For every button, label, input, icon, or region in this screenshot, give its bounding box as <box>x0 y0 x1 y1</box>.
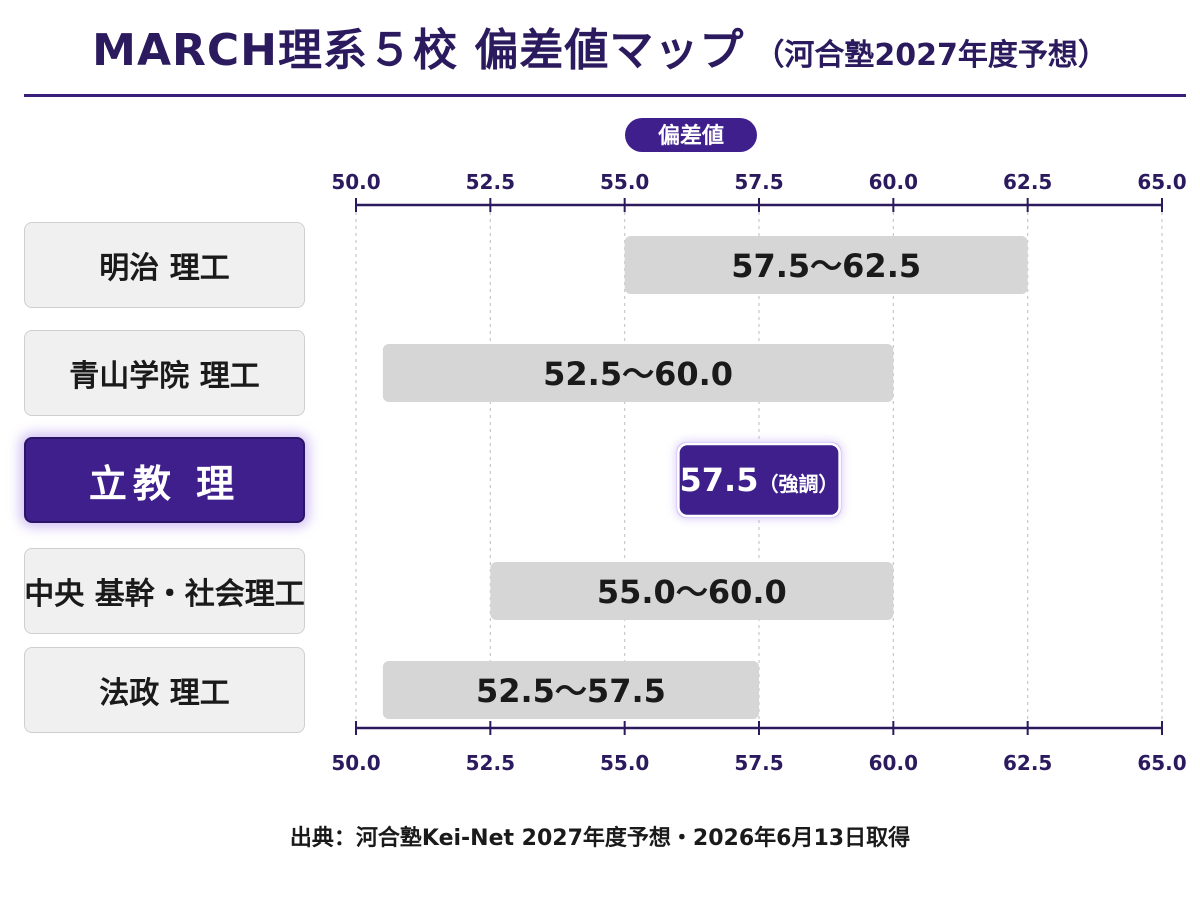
x-axis-title-pill <box>625 118 757 152</box>
bar-4 <box>382 661 759 719</box>
row-label-1: 青山学院 理工 <box>24 330 305 416</box>
x-axis-bottom-tick-label-2: 55.0 <box>600 751 649 775</box>
bar-label-0: 57.5～62.5 <box>731 247 921 285</box>
bar-label-2: 57.5（強調） <box>680 461 839 499</box>
bar-label-3: 55.0～60.0 <box>597 573 787 611</box>
bar-label-value-2: 57.5 <box>680 461 759 499</box>
bar-0 <box>624 236 1028 294</box>
x-axis-top-tick-label-1: 52.5 <box>466 170 515 194</box>
source-note: 出典：河合塾Kei-Net 2027年度予想・2026年6月13日取得 <box>289 826 911 851</box>
x-axis-bottom-tick-label-3: 57.5 <box>734 751 783 775</box>
title-divider <box>24 94 1186 97</box>
x-axis-bottom-tick-label-5: 62.5 <box>1003 751 1052 775</box>
x-axis-top-tick-label-5: 62.5 <box>1003 170 1052 194</box>
bar-1 <box>382 344 894 402</box>
bar-2 <box>677 442 841 518</box>
x-axis-top-tick-label-0: 50.0 <box>331 170 380 194</box>
x-axis-title: 偏差値 <box>658 123 724 149</box>
bar-label-4: 52.5～57.5 <box>476 672 666 710</box>
x-axis-top-tick-label-2: 55.0 <box>600 170 649 194</box>
row-label-3: 中央 基幹・社会理工 <box>24 548 305 634</box>
row-label-2: 立教 理 <box>24 437 305 523</box>
chart-title-main: MARCH理系５校 偏差値マップ <box>92 25 745 76</box>
bar-3 <box>490 562 894 620</box>
x-axis-top-tick-label-3: 57.5 <box>734 170 783 194</box>
chart-title-sub: （河合塾2027年度予想） <box>754 38 1108 73</box>
bar-label-note-2: （強調） <box>758 472 838 496</box>
row-label-0: 明治 理工 <box>24 222 305 308</box>
x-axis-bottom-tick-label-0: 50.0 <box>331 751 380 775</box>
chart-title: MARCH理系５校 偏差値マップ （河合塾2027年度予想） <box>0 14 1200 78</box>
x-axis-top-tick-label-6: 65.0 <box>1137 170 1186 194</box>
bar-label-1: 52.5～60.0 <box>543 355 733 393</box>
row-label-4: 法政 理工 <box>24 647 305 733</box>
x-axis-bottom-tick-label-1: 52.5 <box>466 751 515 775</box>
x-axis-top-tick-label-4: 60.0 <box>869 170 918 194</box>
x-axis-bottom-tick-label-4: 60.0 <box>869 751 918 775</box>
x-axis-bottom-tick-label-6: 65.0 <box>1137 751 1186 775</box>
